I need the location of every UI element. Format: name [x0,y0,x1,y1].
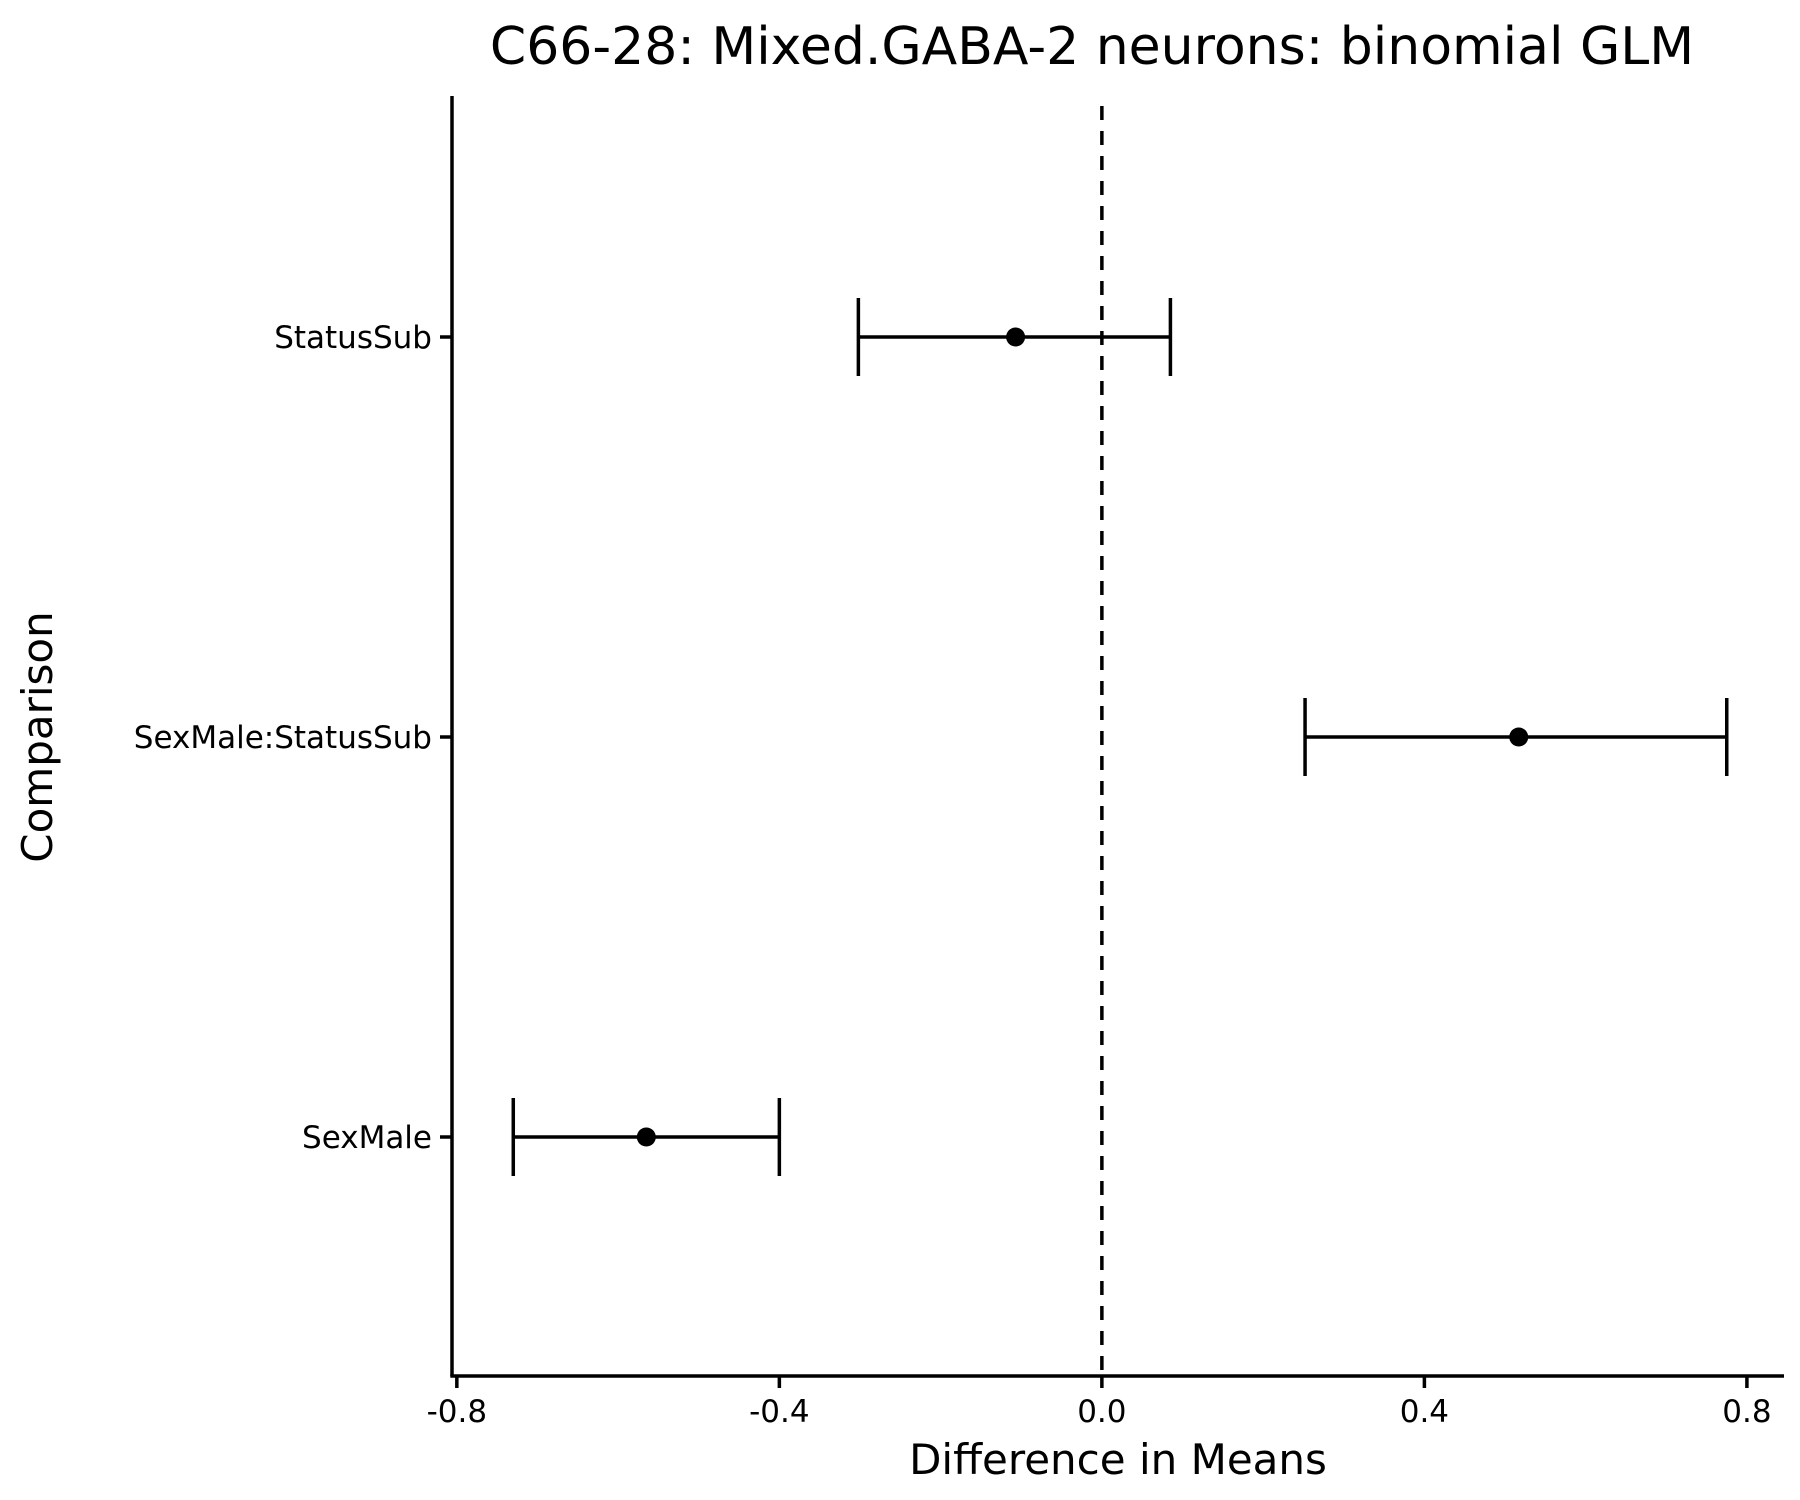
x-tick-label: 0.4 [1400,1394,1449,1430]
x-tick-label: 0.8 [1722,1394,1771,1430]
estimate-point [1006,327,1026,347]
y-tick-label: SexMale:StatusSub [134,720,432,756]
chart-title: C66-28: Mixed.GABA-2 neurons: binomial G… [490,17,1694,77]
plot-area: -0.8 -0.4 0.0 0.4 0.8 StatusSub SexMale:Status… [134,96,1784,1430]
x-tick-label: -0.4 [749,1394,810,1430]
estimate-point [636,1127,656,1147]
x-tick-label: -0.8 [427,1394,488,1430]
y-tick-label: StatusSub [274,320,432,356]
x-tick-label: 0.0 [1077,1394,1126,1430]
x-axis-title: Difference in Means [909,1435,1327,1484]
estimate-point [1509,727,1529,747]
y-tick-label: SexMale [302,1120,432,1156]
y-axis-title: Comparison [13,611,62,862]
